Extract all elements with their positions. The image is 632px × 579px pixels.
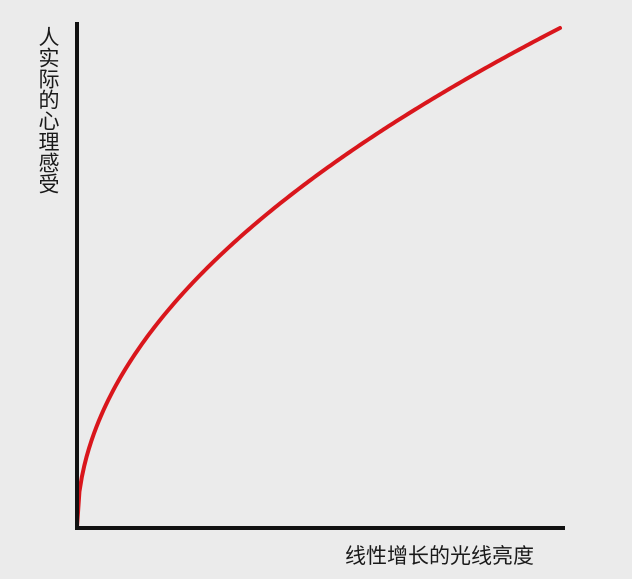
x-axis-label: 线性增长的光线亮度 <box>345 544 534 568</box>
series-curve <box>75 26 562 529</box>
plot-area <box>75 22 565 530</box>
y-axis-label: 人实际的心理感受 <box>36 26 60 194</box>
